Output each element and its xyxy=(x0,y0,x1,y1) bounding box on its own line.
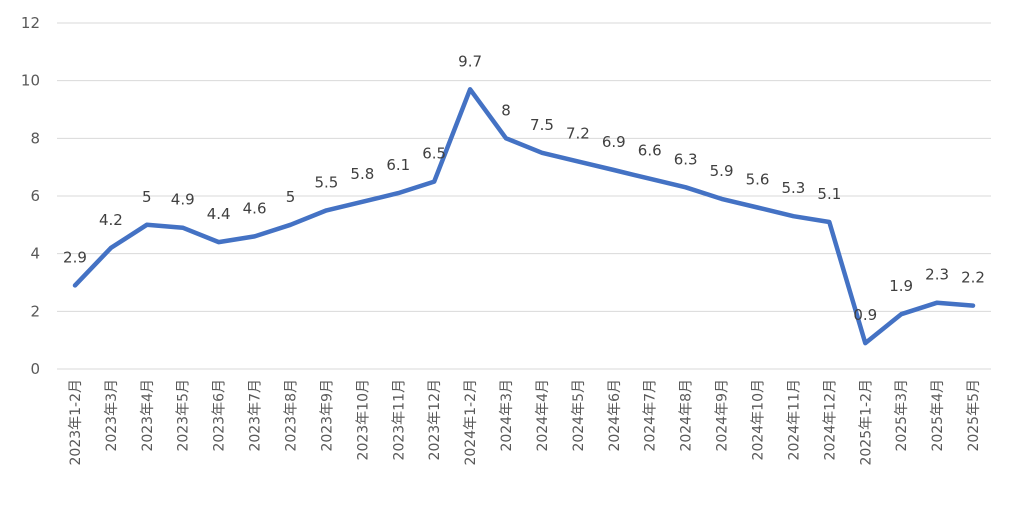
data-label: 5.1 xyxy=(817,185,841,203)
x-tick-label: 2024年8月 xyxy=(679,379,695,452)
data-label: 4.6 xyxy=(243,199,267,217)
data-label: 2.3 xyxy=(925,266,949,284)
x-tick-label: 2023年6月 xyxy=(212,379,228,452)
data-label: 7.2 xyxy=(566,124,590,142)
data-label: 5 xyxy=(286,188,296,206)
y-tick-label: 12 xyxy=(21,14,40,32)
x-tick-label: 2023年3月 xyxy=(104,379,120,452)
series-line-group xyxy=(72,87,976,346)
x-tick-label: 2024年11月 xyxy=(786,379,802,460)
data-label: 5.5 xyxy=(314,173,338,191)
x-tick-label: 2023年1-2月 xyxy=(68,379,84,466)
x-tick-label: 2024年7月 xyxy=(643,379,659,452)
x-tick-label: 2025年4月 xyxy=(930,379,946,452)
x-tick-label: 2023年4月 xyxy=(140,379,156,452)
x-tick-label: 2023年10月 xyxy=(355,379,371,460)
data-label: 5.8 xyxy=(350,165,374,183)
y-axis-tick-labels: 0 2 4 6 8 10 12 xyxy=(21,14,40,378)
data-label: 4.4 xyxy=(207,205,231,223)
x-tick-label: 2023年8月 xyxy=(284,379,300,452)
data-label: 2.9 xyxy=(63,248,87,266)
data-label: 0.9 xyxy=(853,306,877,324)
data-label: 6.3 xyxy=(674,150,698,168)
data-label: 1.9 xyxy=(889,277,913,295)
x-tick-label: 2024年9月 xyxy=(715,379,731,452)
data-label: 5.3 xyxy=(781,179,805,197)
x-tick-label: 2025年1-2月 xyxy=(858,379,874,466)
data-label: 4.9 xyxy=(171,191,195,209)
x-axis-tick-labels: 2023年1-2月 2023年3月 2023年4月 2023年5月 2023年6月 202… xyxy=(68,379,982,466)
series-line xyxy=(72,87,976,346)
x-tick-label: 2024年6月 xyxy=(607,379,623,452)
data-label: 2.2 xyxy=(961,269,985,287)
y-tick-label: 0 xyxy=(30,360,40,378)
x-tick-label: 2023年5月 xyxy=(176,379,192,452)
y-tick-label: 4 xyxy=(30,245,40,263)
data-label-group: 2.9 4.2 5 4.9 4.4 4.6 5 5.5 5.8 6.1 6.5 9.7 8 7.5 7.2 6… xyxy=(63,52,985,324)
data-label: 7.5 xyxy=(530,116,554,134)
x-tick-label: 2024年12月 xyxy=(822,379,838,460)
x-tick-label: 2023年7月 xyxy=(248,379,264,452)
data-label: 8 xyxy=(501,101,511,119)
data-label: 9.7 xyxy=(458,52,482,70)
data-label: 6.1 xyxy=(386,156,410,174)
x-tick-label: 2023年12月 xyxy=(427,379,443,460)
data-label: 6.5 xyxy=(422,145,446,163)
data-label: 6.6 xyxy=(638,142,662,160)
y-tick-label: 10 xyxy=(21,72,40,90)
data-label: 5.6 xyxy=(746,171,770,189)
x-tick-label: 2025年3月 xyxy=(894,379,910,452)
gridlines xyxy=(57,22,991,370)
x-tick-label: 2023年9月 xyxy=(319,379,335,452)
x-tick-label: 2025年5月 xyxy=(966,379,982,452)
y-tick-label: 6 xyxy=(30,187,40,205)
x-tick-label: 2024年1-2月 xyxy=(463,379,479,466)
data-label: 4.2 xyxy=(99,211,123,229)
x-tick-label: 2024年4月 xyxy=(535,379,551,452)
x-tick-label: 2024年3月 xyxy=(499,379,515,452)
data-label: 5.9 xyxy=(710,162,734,180)
x-tick-label: 2023年11月 xyxy=(391,379,407,460)
y-tick-label: 8 xyxy=(30,129,40,147)
x-tick-label: 2024年5月 xyxy=(571,379,587,452)
x-tick-label: 2024年10月 xyxy=(751,379,767,460)
y-tick-label: 2 xyxy=(30,302,40,320)
data-label: 6.9 xyxy=(602,133,626,151)
data-label: 5 xyxy=(142,188,152,206)
